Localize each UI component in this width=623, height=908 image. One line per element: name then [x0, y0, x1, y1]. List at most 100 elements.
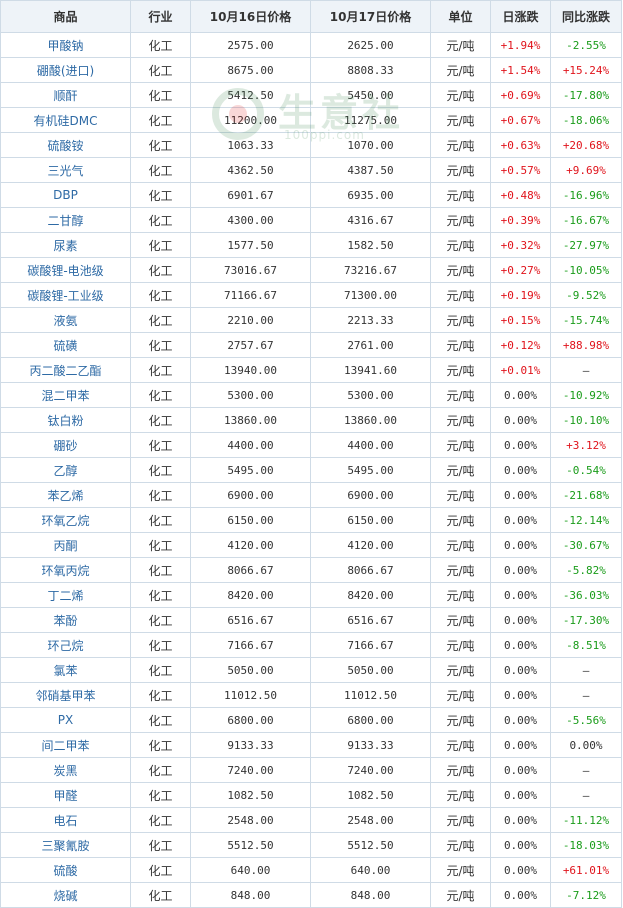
row-price-prev: 6800.00 [190, 707, 311, 733]
row-name[interactable]: 三光气 [0, 157, 131, 183]
row-price-prev: 71166.67 [190, 282, 311, 308]
row-price-curr: 71300.00 [310, 282, 431, 308]
row-daily-change: 0.00% [490, 482, 551, 508]
row-price-prev: 6900.00 [190, 482, 311, 508]
row-daily-change: 0.00% [490, 732, 551, 758]
row-industry: 化工 [130, 307, 191, 333]
row-price-prev: 2210.00 [190, 307, 311, 333]
row-daily-change: 0.00% [490, 607, 551, 633]
table-row: 硫磺 化工 2757.67 2761.00 元/吨 +0.12% +88.98% [0, 332, 622, 358]
row-name[interactable]: 硫酸铵 [0, 132, 131, 158]
table-row: 硫酸铵 化工 1063.33 1070.00 元/吨 +0.63% +20.68% [0, 132, 622, 158]
row-industry: 化工 [130, 557, 191, 583]
row-name[interactable]: 混二甲苯 [0, 382, 131, 408]
row-name[interactable]: 环氧乙烷 [0, 507, 131, 533]
row-yoy-change: — [550, 357, 622, 383]
row-yoy-change: -15.74% [550, 307, 622, 333]
row-price-prev: 5512.50 [190, 832, 311, 858]
row-price-curr: 5300.00 [310, 382, 431, 408]
row-price-prev: 7166.67 [190, 632, 311, 658]
row-daily-change: 0.00% [490, 557, 551, 583]
row-name[interactable]: 二甘醇 [0, 207, 131, 233]
row-yoy-change: -17.80% [550, 82, 622, 108]
row-name[interactable]: 硫磺 [0, 332, 131, 358]
row-price-curr: 11275.00 [310, 107, 431, 133]
table-row: 钛白粉 化工 13860.00 13860.00 元/吨 0.00% -10.10% [0, 407, 622, 433]
row-daily-change: +0.48% [490, 182, 551, 208]
row-name[interactable]: 苯酚 [0, 607, 131, 633]
row-daily-change: +0.39% [490, 207, 551, 233]
row-name[interactable]: 丁二烯 [0, 582, 131, 608]
row-unit: 元/吨 [430, 732, 491, 758]
row-daily-change: 0.00% [490, 407, 551, 433]
row-price-curr: 4120.00 [310, 532, 431, 558]
row-name[interactable]: 钛白粉 [0, 407, 131, 433]
row-name[interactable]: 有机硅DMC [0, 107, 131, 133]
row-name[interactable]: 丙二酸二乙酯 [0, 357, 131, 383]
row-price-prev: 848.00 [190, 882, 311, 908]
row-price-prev: 2575.00 [190, 32, 311, 58]
row-name[interactable]: 电石 [0, 807, 131, 833]
row-daily-change: 0.00% [490, 582, 551, 608]
row-industry: 化工 [130, 507, 191, 533]
row-name[interactable]: 硼酸(进口) [0, 57, 131, 83]
row-price-prev: 640.00 [190, 857, 311, 883]
row-price-curr: 8420.00 [310, 582, 431, 608]
row-yoy-change: -30.67% [550, 532, 622, 558]
row-unit: 元/吨 [430, 107, 491, 133]
row-name[interactable]: 环己烷 [0, 632, 131, 658]
row-name[interactable]: 炭黑 [0, 757, 131, 783]
row-name[interactable]: 环氧丙烷 [0, 557, 131, 583]
row-yoy-change: -0.54% [550, 457, 622, 483]
table-row: 有机硅DMC 化工 11200.00 11275.00 元/吨 +0.67% -18.06% [0, 107, 622, 133]
row-name[interactable]: 甲酸钠 [0, 32, 131, 58]
row-name[interactable]: 液氨 [0, 307, 131, 333]
row-price-prev: 5412.50 [190, 82, 311, 108]
row-unit: 元/吨 [430, 257, 491, 283]
row-name[interactable]: 硫酸 [0, 857, 131, 883]
table-row: 氯苯 化工 5050.00 5050.00 元/吨 0.00% — [0, 657, 622, 683]
row-price-prev: 8420.00 [190, 582, 311, 608]
row-daily-change: 0.00% [490, 782, 551, 808]
row-yoy-change: — [550, 657, 622, 683]
row-unit: 元/吨 [430, 407, 491, 433]
row-name[interactable]: 乙醇 [0, 457, 131, 483]
row-name[interactable]: 烧碱 [0, 882, 131, 908]
row-industry: 化工 [130, 607, 191, 633]
row-price-prev: 73016.67 [190, 257, 311, 283]
row-name[interactable]: PX [0, 707, 131, 733]
table-row: 甲醛 化工 1082.50 1082.50 元/吨 0.00% — [0, 782, 622, 808]
table-row: 丙酮 化工 4120.00 4120.00 元/吨 0.00% -30.67% [0, 532, 622, 558]
row-price-curr: 5450.00 [310, 82, 431, 108]
row-price-prev: 4300.00 [190, 207, 311, 233]
row-yoy-change: +88.98% [550, 332, 622, 358]
row-name[interactable]: DBP [0, 182, 131, 208]
row-unit: 元/吨 [430, 182, 491, 208]
row-yoy-change: -2.55% [550, 32, 622, 58]
row-price-curr: 7240.00 [310, 757, 431, 783]
row-name[interactable]: 顺酐 [0, 82, 131, 108]
row-name[interactable]: 邻硝基甲苯 [0, 682, 131, 708]
row-name[interactable]: 三聚氰胺 [0, 832, 131, 858]
row-daily-change: 0.00% [490, 432, 551, 458]
row-price-prev: 8675.00 [190, 57, 311, 83]
row-name[interactable]: 硼砂 [0, 432, 131, 458]
row-name[interactable]: 碳酸锂-工业级 [0, 282, 131, 308]
row-unit: 元/吨 [430, 382, 491, 408]
row-unit: 元/吨 [430, 32, 491, 58]
row-name[interactable]: 氯苯 [0, 657, 131, 683]
row-price-curr: 5512.50 [310, 832, 431, 858]
row-name[interactable]: 尿素 [0, 232, 131, 258]
row-unit: 元/吨 [430, 57, 491, 83]
row-daily-change: 0.00% [490, 882, 551, 908]
row-price-curr: 848.00 [310, 882, 431, 908]
table-row: 苯酚 化工 6516.67 6516.67 元/吨 0.00% -17.30% [0, 607, 622, 633]
row-name[interactable]: 碳酸锂-电池级 [0, 257, 131, 283]
row-name[interactable]: 甲醛 [0, 782, 131, 808]
row-name[interactable]: 间二甲苯 [0, 732, 131, 758]
table-row: 顺酐 化工 5412.50 5450.00 元/吨 +0.69% -17.80% [0, 82, 622, 108]
row-name[interactable]: 苯乙烯 [0, 482, 131, 508]
row-name[interactable]: 丙酮 [0, 532, 131, 558]
row-yoy-change: -8.51% [550, 632, 622, 658]
row-price-curr: 4387.50 [310, 157, 431, 183]
